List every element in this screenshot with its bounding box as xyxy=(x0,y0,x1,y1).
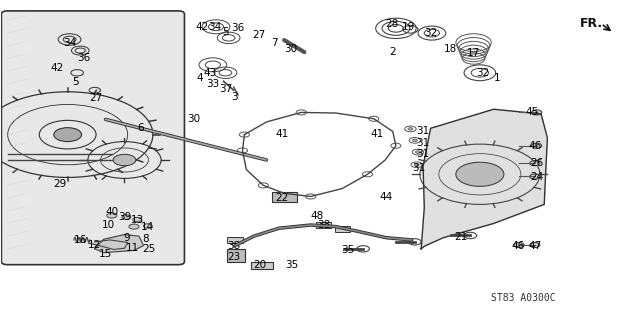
Circle shape xyxy=(133,217,141,222)
Text: 35: 35 xyxy=(340,245,354,255)
Text: 33: 33 xyxy=(206,79,219,89)
Text: 47: 47 xyxy=(528,241,541,251)
Text: 21: 21 xyxy=(455,232,467,242)
Text: 38: 38 xyxy=(317,220,330,230)
Text: 31: 31 xyxy=(417,126,430,136)
Circle shape xyxy=(143,224,152,228)
Text: 40: 40 xyxy=(105,207,119,217)
Text: 29: 29 xyxy=(53,179,66,189)
Text: 16: 16 xyxy=(74,235,87,245)
Text: 31: 31 xyxy=(417,149,430,159)
Text: 34: 34 xyxy=(63,38,76,48)
Text: 6: 6 xyxy=(137,123,143,133)
Text: 27: 27 xyxy=(89,93,103,103)
Text: 5: 5 xyxy=(72,77,79,87)
Text: 8: 8 xyxy=(142,234,148,244)
Text: 42: 42 xyxy=(50,63,63,73)
Circle shape xyxy=(113,154,136,166)
Text: FR.: FR. xyxy=(580,17,603,30)
Text: 44: 44 xyxy=(380,192,393,203)
Circle shape xyxy=(532,143,541,148)
Text: 27: 27 xyxy=(252,30,266,40)
Circle shape xyxy=(415,151,420,153)
Text: 18: 18 xyxy=(444,44,458,54)
Text: 30: 30 xyxy=(284,44,297,54)
Text: 34: 34 xyxy=(208,22,221,32)
Bar xyxy=(228,250,245,262)
Text: 7: 7 xyxy=(271,38,278,48)
Text: 9: 9 xyxy=(123,233,130,243)
Text: 25: 25 xyxy=(142,244,155,254)
Text: 10: 10 xyxy=(102,220,115,230)
Text: 46: 46 xyxy=(528,141,541,151)
Text: 22: 22 xyxy=(276,193,289,203)
Circle shape xyxy=(122,235,131,239)
Text: 39: 39 xyxy=(118,212,131,222)
Text: 2: 2 xyxy=(389,47,396,57)
Text: 41: 41 xyxy=(276,129,289,139)
Text: 1: 1 xyxy=(494,73,500,83)
Bar xyxy=(250,262,273,269)
Circle shape xyxy=(530,174,540,179)
Circle shape xyxy=(530,243,540,248)
Text: 35: 35 xyxy=(285,260,299,270)
Circle shape xyxy=(414,164,419,166)
Polygon shape xyxy=(89,240,127,250)
Polygon shape xyxy=(421,109,547,249)
Circle shape xyxy=(532,110,541,115)
Circle shape xyxy=(408,128,413,130)
Text: 24: 24 xyxy=(530,172,543,182)
Text: 32: 32 xyxy=(424,28,437,38)
Polygon shape xyxy=(95,235,143,252)
Text: 31: 31 xyxy=(413,163,426,173)
Circle shape xyxy=(122,215,131,219)
Bar xyxy=(335,226,350,232)
Text: 45: 45 xyxy=(525,107,538,117)
Text: 32: 32 xyxy=(476,68,489,78)
Bar xyxy=(228,237,243,243)
Text: 14: 14 xyxy=(141,222,155,232)
FancyBboxPatch shape xyxy=(1,11,184,265)
Circle shape xyxy=(514,243,524,248)
Text: 13: 13 xyxy=(131,215,144,225)
Text: 41: 41 xyxy=(370,129,384,139)
Circle shape xyxy=(107,213,117,218)
Text: 36: 36 xyxy=(77,53,90,63)
Text: 37: 37 xyxy=(219,84,232,94)
Text: 11: 11 xyxy=(126,243,139,253)
Bar xyxy=(271,192,297,202)
Text: 46: 46 xyxy=(511,241,524,251)
Text: 48: 48 xyxy=(311,211,323,220)
Text: 23: 23 xyxy=(227,252,240,262)
Text: 5: 5 xyxy=(222,27,229,36)
Circle shape xyxy=(530,161,540,166)
Text: 26: 26 xyxy=(530,158,543,168)
Text: 43: 43 xyxy=(203,68,216,78)
Text: 36: 36 xyxy=(231,23,245,33)
Text: 15: 15 xyxy=(99,249,112,259)
Text: 19: 19 xyxy=(402,22,415,32)
Text: 28: 28 xyxy=(385,19,398,28)
Text: 12: 12 xyxy=(88,240,101,250)
Text: 42: 42 xyxy=(195,22,209,32)
Text: 3: 3 xyxy=(231,92,238,101)
Circle shape xyxy=(54,128,82,142)
Text: 20: 20 xyxy=(254,260,267,270)
Text: 4: 4 xyxy=(197,73,204,83)
Circle shape xyxy=(129,224,139,229)
Text: 38: 38 xyxy=(227,241,240,251)
Text: 17: 17 xyxy=(467,48,480,58)
Text: ST83 A0300C: ST83 A0300C xyxy=(491,293,555,303)
Text: 31: 31 xyxy=(417,138,430,148)
Bar xyxy=(316,222,331,228)
Circle shape xyxy=(412,139,417,142)
Circle shape xyxy=(456,162,504,186)
Text: 30: 30 xyxy=(188,114,200,124)
